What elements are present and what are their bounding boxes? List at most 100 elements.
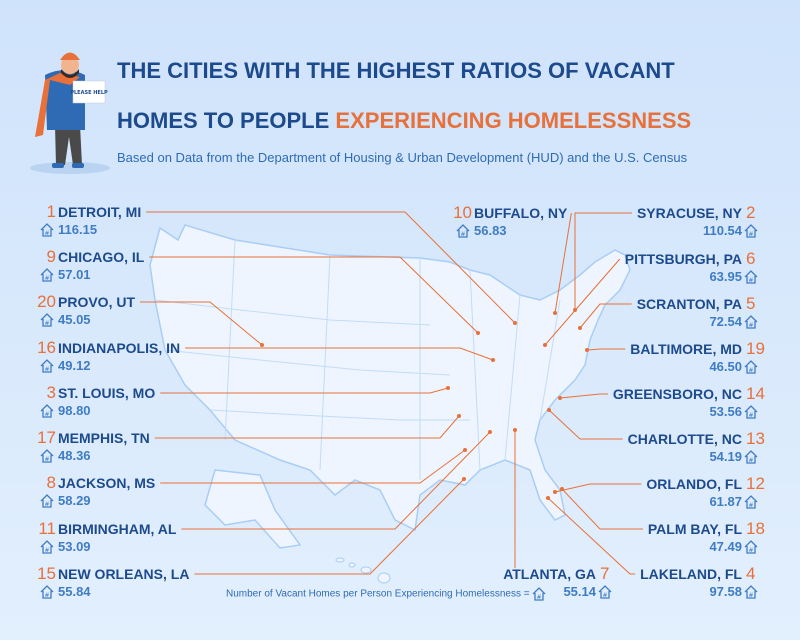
rank-number: 4 (746, 564, 756, 583)
title-line-1: THE CITIES WITH THE HIGHEST RATIOS OF VA… (117, 58, 675, 83)
house-hash-icon: # (532, 587, 546, 601)
connector-line (160, 387, 449, 394)
connector-line (194, 478, 465, 575)
ratio-value: 45.05 (58, 312, 91, 327)
city-name: DETROIT, MI (58, 204, 142, 220)
city-marker (547, 408, 551, 412)
house-hash-icon: # (744, 224, 758, 238)
connector-line (154, 415, 460, 439)
homeless-person-illustration: PLEASE HELP (30, 52, 110, 174)
svg-text:#: # (748, 592, 753, 599)
rank-number: 11 (38, 519, 56, 538)
city-name: CHICAGO, IL (58, 249, 145, 265)
legend-text: Number of Vacant Homes per Person Experi… (226, 588, 530, 600)
ratio-value: 63.95 (709, 269, 742, 284)
svg-text:#: # (460, 231, 465, 238)
connector-line (574, 212, 632, 310)
city-name: BALTIMORE, MD (630, 341, 742, 357)
city-name: PITTSBURGH, PA (624, 251, 742, 267)
svg-text:#: # (44, 501, 49, 508)
connector-line (548, 409, 623, 440)
ratio-value: 49.12 (58, 358, 91, 373)
svg-text:#: # (44, 456, 49, 463)
rank-number: 19 (746, 339, 765, 358)
rank-number: 10 (453, 203, 472, 222)
alaska-shape (204, 469, 302, 549)
house-hash-icon: # (744, 540, 758, 554)
city-name: GREENSBORO, NC (612, 386, 742, 402)
rank-number: 20 (37, 292, 56, 311)
city-marker (476, 331, 480, 335)
svg-text:#: # (748, 367, 753, 374)
house-hash-icon: # (40, 223, 54, 237)
rank-number: 15 (37, 564, 56, 583)
house-hash-icon: # (40, 494, 54, 508)
house-hash-icon: # (40, 449, 54, 463)
city-name: ORLANDO, FL (646, 476, 742, 492)
city-marker (513, 428, 517, 432)
rank-number: 7 (600, 564, 610, 583)
house-hash-icon: # (40, 540, 54, 554)
title-line-2: HOMES TO PEOPLE EXPERIENCING HOMELESSNES… (117, 108, 787, 134)
svg-text:#: # (537, 594, 542, 601)
city-marker (578, 326, 582, 330)
hawaii-shape (335, 557, 391, 584)
connector-line (554, 483, 642, 493)
city-name: BUFFALO, NY (474, 205, 568, 221)
svg-text:#: # (602, 592, 607, 599)
city-name: PROVO, UT (58, 294, 136, 310)
ratio-value: 54.19 (709, 449, 742, 464)
svg-text:#: # (748, 502, 753, 509)
ratio-value: 53.09 (58, 539, 91, 554)
house-hash-icon: # (456, 224, 470, 238)
house-hash-icon: # (744, 270, 758, 284)
house-hash-icon: # (40, 359, 54, 373)
city-marker (462, 477, 466, 481)
rank-number: 2 (746, 203, 756, 222)
ratio-value: 110.54 (702, 223, 742, 238)
ratio-value: 58.29 (58, 493, 91, 508)
city-marker (546, 496, 550, 500)
city-marker (488, 430, 492, 434)
city-name: BIRMINGHAM, AL (58, 521, 177, 537)
city-marker (446, 386, 450, 390)
city-name: SYRACUSE, NY (636, 205, 742, 221)
city-marker (491, 358, 495, 362)
connector-line (181, 431, 491, 530)
ratio-value: 61.87 (709, 494, 742, 509)
connector-lines (140, 211, 643, 575)
connector-line (559, 393, 608, 399)
house-hash-icon: # (40, 268, 54, 282)
house-hash-icon: # (744, 405, 758, 419)
house-hash-icon: # (744, 495, 758, 509)
house-hash-icon: # (744, 315, 758, 329)
svg-text:#: # (44, 230, 49, 237)
city-name: JACKSON, MS (58, 475, 156, 491)
rank-number: 17 (37, 428, 56, 447)
rank-number: 12 (746, 474, 765, 493)
svg-text:#: # (44, 547, 49, 554)
connector-line (547, 497, 636, 575)
house-hash-icon: # (744, 450, 758, 464)
ratio-value: 116.15 (58, 222, 98, 237)
ratio-value: 48.36 (58, 448, 91, 463)
rank-number: 3 (46, 383, 56, 402)
ratio-value: 56.83 (474, 223, 507, 238)
city-marker (260, 343, 264, 347)
svg-text:#: # (44, 366, 49, 373)
rank-number: 5 (746, 294, 756, 313)
city-name: ST. LOUIS, MO (58, 385, 156, 401)
house-hash-icon: # (744, 360, 758, 374)
house-hash-icon: # (744, 585, 758, 599)
connector-line (586, 348, 626, 351)
sign-text: PLEASE HELP (70, 90, 108, 96)
city-name: NEW ORLEANS, LA (58, 566, 190, 582)
city-marker (560, 487, 564, 491)
city-name: MEMPHIS, TN (58, 430, 150, 446)
ratio-value: 46.50 (709, 359, 742, 374)
ratio-value: 98.80 (58, 403, 91, 418)
city-marker (585, 348, 589, 352)
house-hash-icon: # (40, 313, 54, 327)
rank-number: 18 (746, 519, 765, 538)
